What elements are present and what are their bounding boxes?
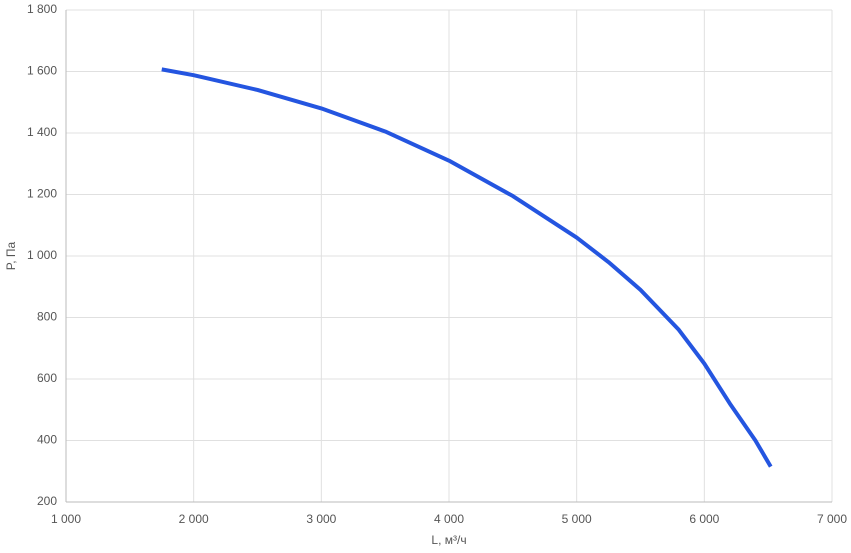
x-tick-label: 7 000 [817, 512, 847, 526]
y-tick-label: 800 [37, 310, 57, 324]
y-tick-label: 1 400 [27, 125, 57, 139]
x-tick-label: 4 000 [434, 512, 464, 526]
y-tick-label: 1 800 [27, 2, 57, 16]
y-tick-label: 1 600 [27, 64, 57, 78]
x-tick-label: 5 000 [562, 512, 592, 526]
y-tick-label: 1 200 [27, 187, 57, 201]
y-tick-label: 600 [37, 371, 57, 385]
line [161, 67, 773, 468]
y-tick-label: 200 [37, 494, 57, 508]
x-tick-label: 6 000 [689, 512, 719, 526]
y-axis-label: P, Па [4, 241, 18, 270]
x-axis-label: L, м³/ч [431, 533, 466, 547]
y-tick-label: 400 [37, 433, 57, 447]
x-tick-label: 2 000 [179, 512, 209, 526]
y-tick-label: 1 000 [27, 248, 57, 262]
x-tick-label: 3 000 [306, 512, 336, 526]
x-tick-label: 1 000 [51, 512, 81, 526]
